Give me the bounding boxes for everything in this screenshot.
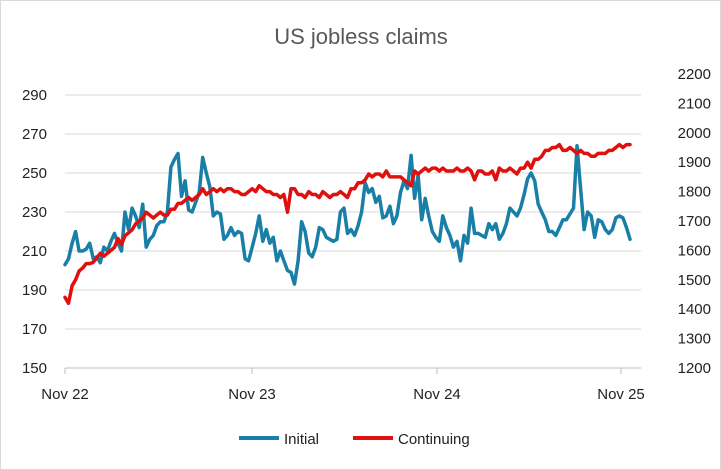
y-left-tick-label: 270 xyxy=(22,126,47,143)
y-left-tick-label: 190 xyxy=(22,282,47,299)
y-right-tick-label: 2200 xyxy=(678,66,711,83)
y-right-tick-label: 1200 xyxy=(678,360,711,377)
y-left-tick-label: 290 xyxy=(22,87,47,104)
x-tick-label: Nov 23 xyxy=(228,386,276,403)
y-right-tick-label: 1700 xyxy=(678,213,711,230)
x-tick-label: Nov 24 xyxy=(413,386,461,403)
y-right-tick-label: 1900 xyxy=(678,154,711,171)
series-layer xyxy=(63,142,632,306)
x-tick-label: Nov 25 xyxy=(597,386,645,403)
y-right-tick-label: 1400 xyxy=(678,301,711,318)
legend-label-continuing: Continuing xyxy=(398,431,470,448)
y-right-tick-label: 2100 xyxy=(678,95,711,112)
x-tick-label: Nov 22 xyxy=(41,386,89,403)
legend-label-initial: Initial xyxy=(284,431,319,448)
series-line-continuing xyxy=(63,142,632,306)
y-left-tick-label: 250 xyxy=(22,165,47,182)
y-right-tick-label: 1500 xyxy=(678,272,711,289)
axes: 150 170 190 210 230 250 270 290 1200 1300 1400 1500… xyxy=(22,66,711,403)
y-right-tick-label: 2000 xyxy=(678,125,711,142)
y-left-tick-label: 150 xyxy=(22,360,47,377)
gridlines xyxy=(65,94,641,330)
chart-title: US jobless claims xyxy=(274,24,448,49)
y-right-tick-label: 1600 xyxy=(678,242,711,259)
legend: Initial Continuing xyxy=(239,431,470,448)
series-line-initial xyxy=(63,143,632,286)
y-left-tick-label: 170 xyxy=(22,321,47,338)
y-left-tick-label: 210 xyxy=(22,243,47,260)
y-right-tick-label: 1800 xyxy=(678,184,711,201)
y-left-tick-label: 230 xyxy=(22,204,47,221)
y-right-tick-label: 1300 xyxy=(678,331,711,348)
